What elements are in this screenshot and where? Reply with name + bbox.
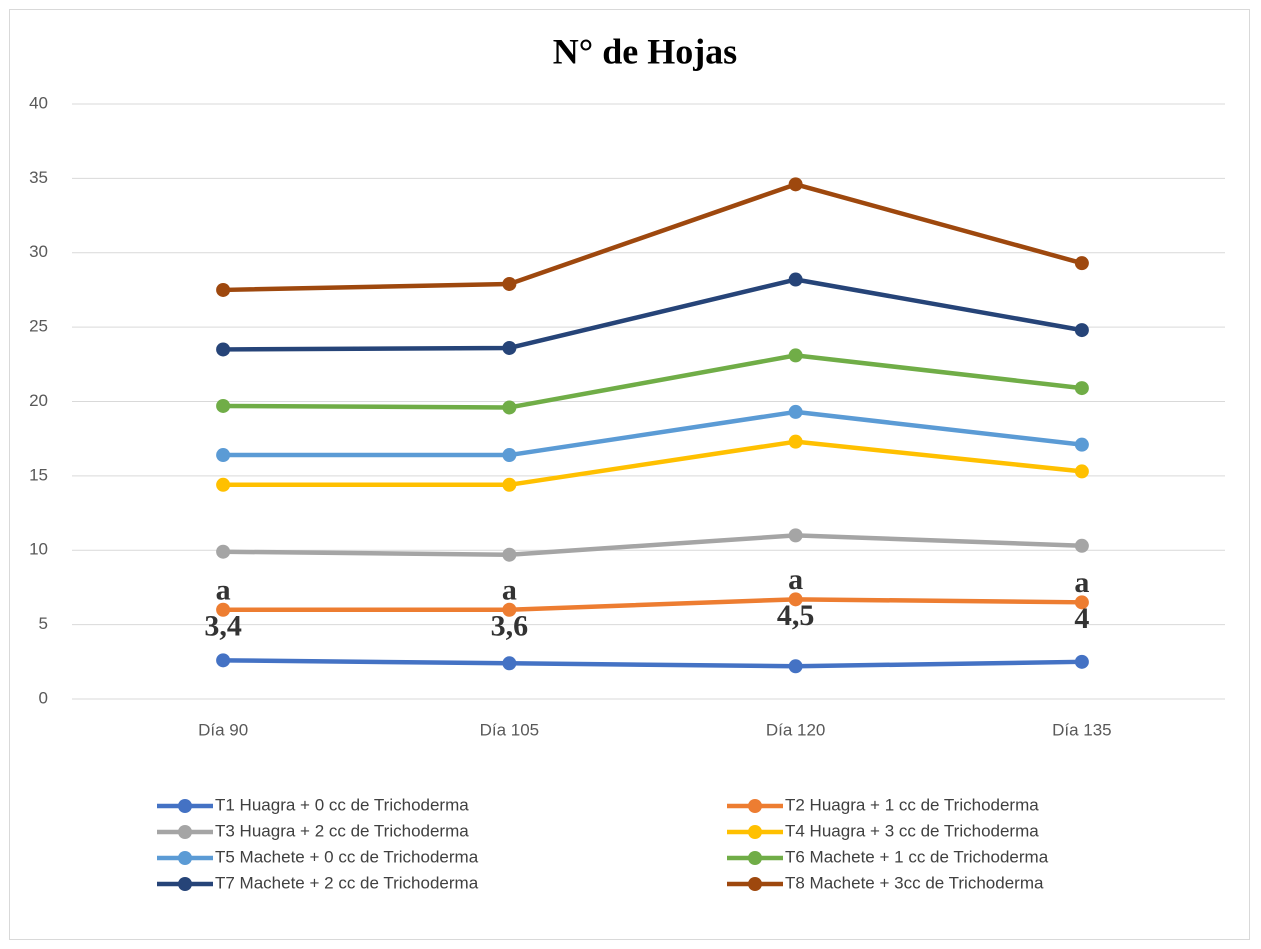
data-point <box>788 659 803 674</box>
legend-label: T4 Huagra + 3 cc de Trichoderma <box>785 821 1039 840</box>
data-point <box>502 276 517 291</box>
chart-title: N° de Hojas <box>553 31 737 71</box>
data-point <box>1074 381 1089 396</box>
annotation: a <box>502 574 517 607</box>
data-point <box>788 528 803 543</box>
data-point <box>788 434 803 449</box>
data-point <box>502 656 517 671</box>
data-point <box>1074 538 1089 553</box>
annotation: 4 <box>1074 602 1089 635</box>
data-point <box>216 398 231 413</box>
y-tick-label: 0 <box>39 688 48 707</box>
y-tick-label: 20 <box>29 391 48 410</box>
chart-frame <box>9 9 1250 940</box>
data-point <box>1074 437 1089 452</box>
series-line <box>223 277 1083 352</box>
y-tick-label: 35 <box>29 168 48 187</box>
data-point <box>788 592 803 607</box>
legend-label: T1 Huagra + 0 cc de Trichoderma <box>215 795 469 814</box>
y-tick-label: 5 <box>39 614 48 633</box>
legend-marker <box>178 825 192 839</box>
data-point <box>1074 595 1089 610</box>
series-line <box>223 533 1082 557</box>
y-tick-label: 40 <box>29 93 48 112</box>
data-point <box>788 177 803 192</box>
legend-label: T8 Machete + 3cc de Trichoderma <box>785 873 1044 892</box>
data-point <box>502 400 517 415</box>
x-tick-label: Día 135 <box>1052 720 1112 739</box>
legend-marker <box>748 799 762 813</box>
legend-label: T7 Machete + 2 cc de Trichoderma <box>215 873 479 892</box>
y-tick-label: 30 <box>29 242 48 261</box>
legend-label: T2 Huagra + 1 cc de Trichoderma <box>785 795 1039 814</box>
annotation: 4,5 <box>777 599 815 632</box>
data-point <box>1074 256 1089 271</box>
x-tick-label: Día 105 <box>480 720 540 739</box>
data-point <box>788 348 803 363</box>
y-tick-label: 15 <box>29 465 48 484</box>
legend-marker <box>178 877 192 891</box>
legend-label: T6 Machete + 1 cc de Trichoderma <box>785 847 1049 866</box>
legend-marker <box>748 877 762 891</box>
series-line <box>223 353 1083 410</box>
y-tick-label: 25 <box>29 317 48 336</box>
data-point <box>502 448 517 463</box>
series-line <box>223 182 1083 293</box>
data-point <box>1074 323 1089 338</box>
data-point <box>216 342 231 357</box>
data-point <box>216 282 231 297</box>
data-point <box>216 477 231 492</box>
legend-label: T5 Machete + 0 cc de Trichoderma <box>215 847 479 866</box>
data-point <box>502 602 517 617</box>
annotation: 3,4 <box>204 610 242 643</box>
data-point <box>788 404 803 419</box>
data-point <box>1074 464 1089 479</box>
data-point <box>502 547 517 562</box>
data-point <box>1074 654 1089 669</box>
data-point <box>216 602 231 617</box>
legend-marker <box>748 851 762 865</box>
series-line <box>223 658 1082 669</box>
x-tick-label: Día 120 <box>766 720 826 739</box>
annotation: 3,6 <box>491 610 529 643</box>
series-line <box>223 439 1083 488</box>
data-point <box>502 340 517 355</box>
series-line <box>223 409 1083 458</box>
legend-label: T3 Huagra + 2 cc de Trichoderma <box>215 821 469 840</box>
y-tick-label: 10 <box>29 540 48 559</box>
data-point <box>216 544 231 559</box>
legend-marker <box>748 825 762 839</box>
data-point <box>788 272 803 287</box>
legend-marker <box>178 799 192 813</box>
legend-marker <box>178 851 192 865</box>
annotation: a <box>788 563 803 596</box>
series-line <box>223 597 1082 612</box>
data-point <box>502 477 517 492</box>
data-point <box>216 653 231 668</box>
annotation: a <box>216 574 231 607</box>
annotation: a <box>1074 566 1089 599</box>
x-tick-label: Día 90 <box>198 720 248 739</box>
data-point <box>216 448 231 463</box>
